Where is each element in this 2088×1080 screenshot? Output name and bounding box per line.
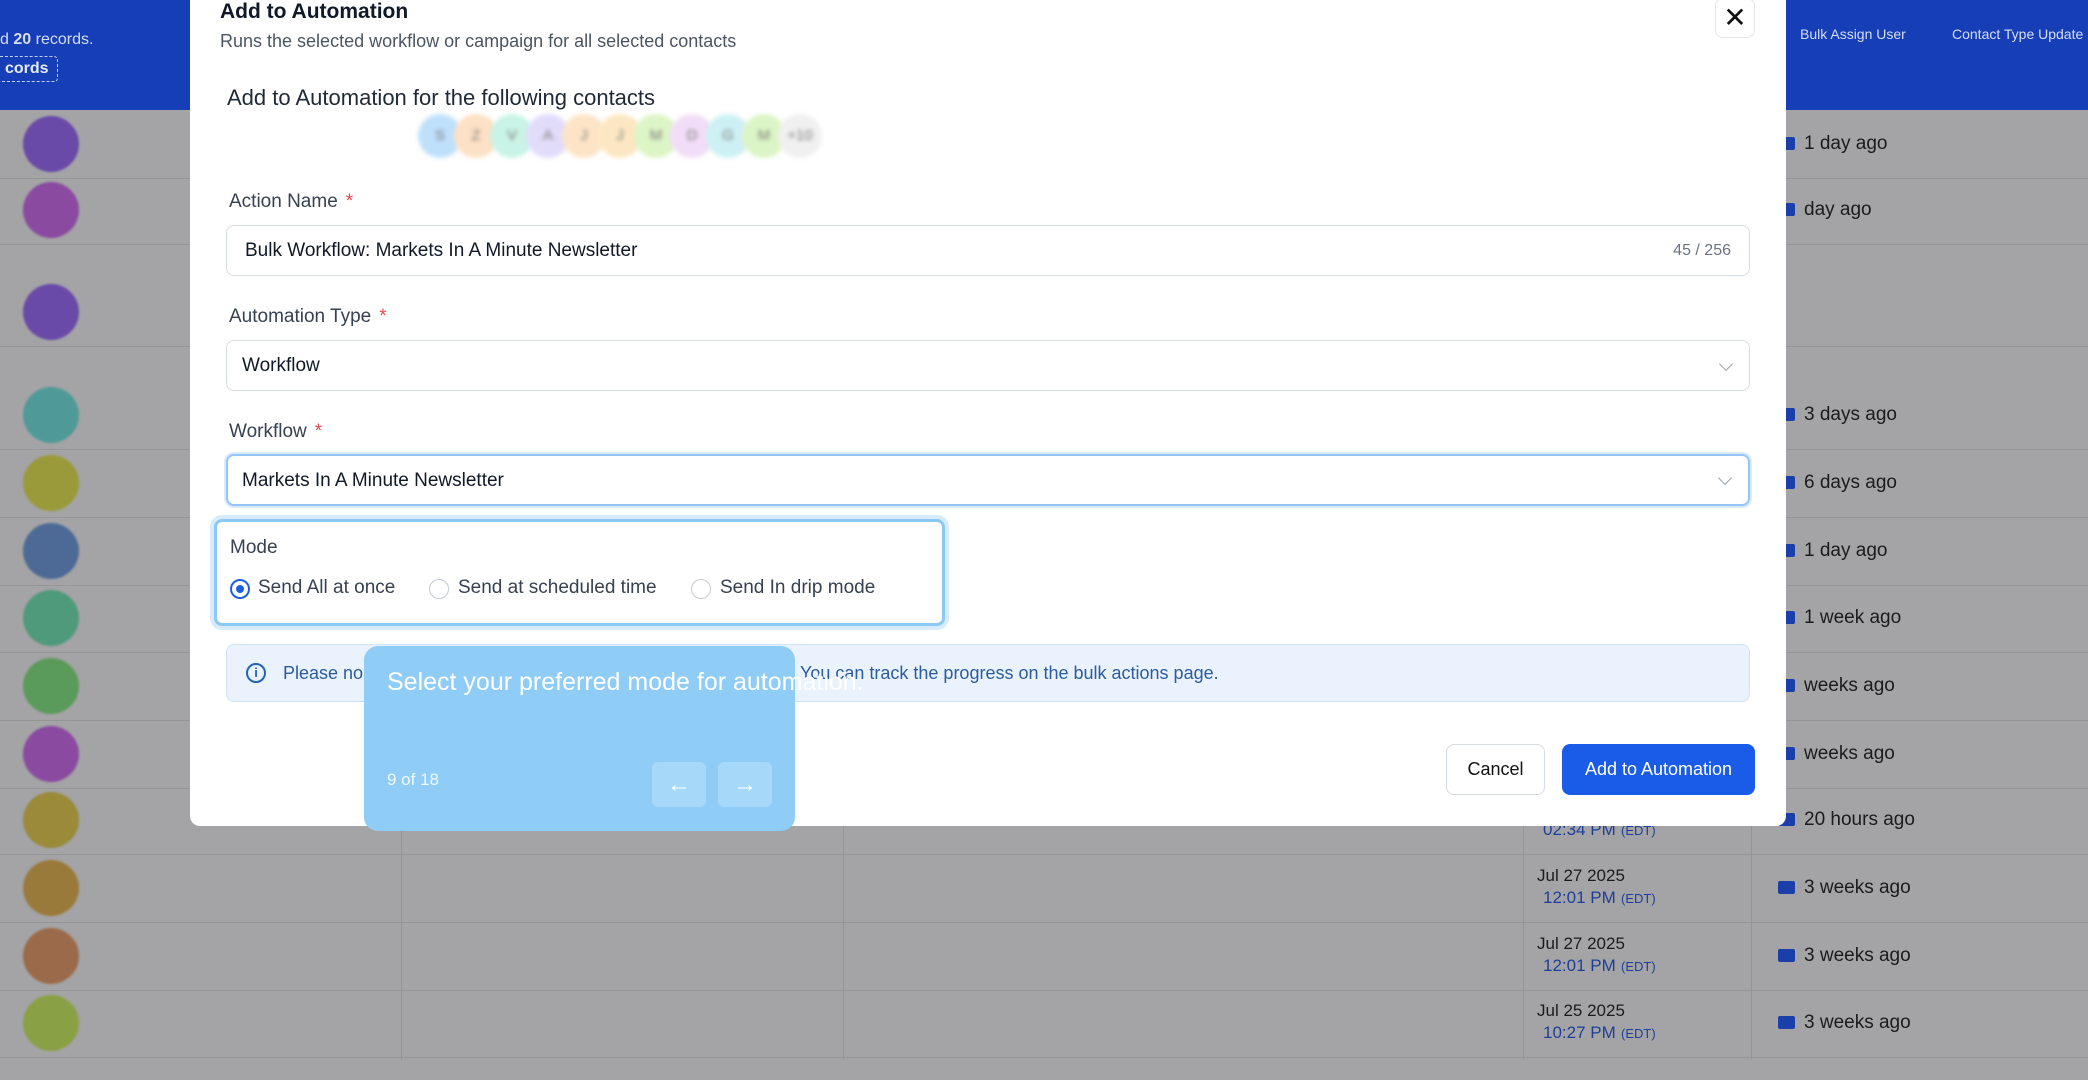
field-label: Workflow * [229,421,322,443]
last-activity: weeks ago [1804,743,1895,764]
last-activity: 3 weeks ago [1804,1012,1911,1033]
radio-label[interactable]: Send All at once [258,577,396,598]
contact-avatar: +10 [778,114,822,158]
info-icon: i [246,663,266,683]
toolbar-button[interactable]: Contact Type Update [1952,26,2084,42]
avatar [23,860,79,916]
field-label: Automation Type * [229,306,387,328]
field-label: Action Name * [229,191,353,213]
mail-icon [1778,949,1795,962]
timezone: (EDT) [1621,823,1656,838]
text: Action Name [229,191,338,212]
avatar [23,792,79,848]
select-button[interactable]: cords [0,56,58,82]
date: Jul 25 2025 [1537,1001,1625,1020]
info-text: Please no [283,663,364,683]
last-activity: 1 day ago [1804,540,1888,561]
radio[interactable] [691,579,711,599]
timezone: (EDT) [1621,959,1656,974]
column-divider [1523,790,1524,1060]
avatar [23,590,79,646]
workflow-select[interactable]: Markets In A Minute Newsletter [226,454,1750,506]
mode-group: Mode Send All at once Send at scheduled … [214,519,945,626]
text: d [0,31,9,48]
count: 20 [13,31,32,48]
text: Workflow [229,421,307,442]
cancel-button[interactable]: Cancel [1446,744,1545,795]
modal-subtitle: Runs the selected workflow or campaign f… [220,31,737,51]
last-activity: 6 days ago [1804,472,1897,493]
text: records. [35,31,94,48]
last-activity: 1 week ago [1804,607,1902,628]
date: Jul 27 2025 [1537,866,1625,885]
mail-icon [1778,1016,1795,1029]
prev-button[interactable]: ← [652,762,706,807]
row-divider [0,922,2088,923]
last-activity: weeks ago [1804,675,1895,696]
select-value: Markets In A Minute Newsletter [242,470,504,491]
radio[interactable] [429,579,449,599]
tooltip-text: Select your preferred mode for automatio… [387,668,864,696]
radio-label[interactable]: Send at scheduled time [458,577,657,598]
contact-avatar: Z [454,114,498,158]
tour-tooltip: Select your preferred mode for automatio… [364,646,864,831]
required: * [345,191,354,212]
submit-button[interactable]: Add to Automation [1562,744,1755,795]
time: 10:27 PM [1543,1023,1616,1042]
avatar [23,455,79,511]
date: Jul 27 2025 [1537,934,1625,953]
select-value: Workflow [242,355,320,376]
last-activity: 3 weeks ago [1804,945,1911,966]
column-divider [1751,790,1752,1060]
last-activity: day ago [1804,199,1872,220]
row-divider [0,1057,2088,1058]
column-divider [843,790,844,1060]
row-divider [0,854,2088,855]
info-text: You can track the progress on the bulk a… [800,663,1219,683]
avatar [23,928,79,984]
timezone: (EDT) [1621,891,1656,906]
row-divider [0,990,2088,991]
avatar [23,726,79,782]
avatar [23,523,79,579]
avatar [23,182,79,238]
close-button[interactable]: ✕ [1715,0,1755,38]
text: Automation Type [229,306,372,327]
input-value: Bulk Workflow: Markets In A Minute Newsl… [245,240,638,261]
time: 12:01 PM [1543,956,1616,975]
mode-label: Mode [230,537,278,558]
last-activity: 1 day ago [1804,133,1888,154]
last-activity: 3 weeks ago [1804,877,1911,898]
contact-avatar: M [634,114,678,158]
action-name-input[interactable]: Bulk Workflow: Markets In A Minute Newsl… [226,225,1750,276]
mail-icon [1778,881,1795,894]
required: * [314,421,323,442]
avatar [23,284,79,340]
char-counter: 45 / 256 [1673,242,1731,259]
tooltip-step: 9 of 18 [387,770,439,789]
avatar [23,658,79,714]
modal-title: Add to Automation [220,0,409,23]
toolbar-button[interactable]: Bulk Assign User [1800,26,1906,42]
automation-type-select[interactable]: Workflow [226,340,1750,391]
last-activity: 3 days ago [1804,404,1897,425]
timezone: (EDT) [1621,1026,1656,1041]
next-button[interactable]: → [718,762,772,807]
radio-label[interactable]: Send In drip mode [720,577,876,598]
avatar [23,387,79,443]
section-heading: Add to Automation for the following cont… [227,85,656,110]
column-divider [401,790,402,1060]
avatar [23,116,79,172]
records-text: d 20 records. [0,31,93,49]
required: * [379,306,387,327]
radio[interactable] [230,579,250,599]
avatar [23,995,79,1051]
time: 12:01 PM [1543,888,1616,907]
last-activity: 20 hours ago [1804,809,1915,830]
